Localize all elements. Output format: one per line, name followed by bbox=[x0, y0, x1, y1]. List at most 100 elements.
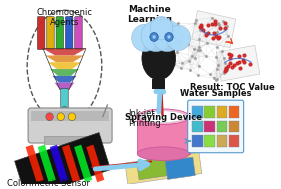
Point bbox=[167, 31, 172, 34]
Point bbox=[164, 25, 169, 28]
Point bbox=[226, 65, 231, 68]
Polygon shape bbox=[216, 45, 260, 81]
Point bbox=[222, 57, 226, 60]
Point bbox=[201, 29, 206, 32]
Point bbox=[197, 64, 201, 67]
Point bbox=[228, 61, 233, 64]
Point bbox=[180, 61, 185, 64]
Point bbox=[216, 22, 220, 25]
Ellipse shape bbox=[137, 109, 189, 125]
Point bbox=[215, 78, 219, 81]
Polygon shape bbox=[50, 69, 79, 76]
FancyBboxPatch shape bbox=[61, 88, 68, 108]
Circle shape bbox=[46, 113, 53, 121]
Polygon shape bbox=[125, 152, 202, 184]
Polygon shape bbox=[38, 145, 56, 182]
Circle shape bbox=[68, 113, 76, 121]
Point bbox=[166, 34, 171, 37]
Polygon shape bbox=[52, 76, 77, 83]
Bar bbox=[205, 135, 215, 147]
Polygon shape bbox=[45, 55, 84, 62]
Point bbox=[162, 30, 166, 33]
Point bbox=[235, 61, 239, 64]
FancyBboxPatch shape bbox=[37, 16, 45, 50]
Bar bbox=[192, 106, 203, 118]
Point bbox=[220, 50, 224, 53]
Point bbox=[192, 22, 197, 25]
Point bbox=[241, 58, 246, 61]
Text: Spraying Device: Spraying Device bbox=[125, 113, 202, 122]
Text: Result: TOC Value: Result: TOC Value bbox=[190, 83, 275, 92]
Point bbox=[210, 16, 214, 19]
Circle shape bbox=[165, 33, 173, 41]
Point bbox=[224, 67, 228, 70]
Point bbox=[195, 74, 200, 77]
Point bbox=[198, 28, 203, 31]
Polygon shape bbox=[26, 145, 44, 182]
Bar bbox=[229, 106, 239, 118]
Point bbox=[214, 34, 219, 37]
Point bbox=[223, 62, 227, 65]
Point bbox=[167, 25, 172, 28]
Polygon shape bbox=[74, 145, 92, 182]
Text: Chromogenic
Agents: Chromogenic Agents bbox=[37, 8, 92, 27]
Point bbox=[237, 54, 242, 57]
FancyBboxPatch shape bbox=[28, 108, 112, 143]
Point bbox=[214, 68, 219, 71]
Circle shape bbox=[166, 25, 191, 51]
Point bbox=[232, 63, 236, 66]
Point bbox=[197, 48, 202, 51]
Point bbox=[181, 34, 185, 37]
Point bbox=[225, 25, 229, 28]
Point bbox=[186, 35, 190, 38]
Point bbox=[226, 53, 231, 56]
Point bbox=[214, 79, 218, 82]
Point bbox=[226, 35, 230, 38]
Point bbox=[197, 46, 201, 49]
Polygon shape bbox=[137, 157, 171, 180]
Polygon shape bbox=[62, 145, 80, 182]
FancyBboxPatch shape bbox=[47, 16, 54, 50]
Point bbox=[230, 65, 235, 68]
Point bbox=[211, 77, 216, 80]
Point bbox=[166, 28, 171, 31]
Circle shape bbox=[150, 16, 173, 40]
Point bbox=[213, 20, 218, 23]
Point bbox=[197, 38, 202, 41]
Point bbox=[217, 26, 222, 29]
Point bbox=[192, 48, 196, 51]
Bar bbox=[229, 121, 239, 132]
Bar bbox=[205, 121, 215, 132]
Point bbox=[236, 61, 241, 64]
Bar bbox=[192, 135, 203, 147]
Point bbox=[229, 53, 233, 56]
Point bbox=[224, 67, 228, 70]
Point bbox=[221, 20, 225, 23]
FancyBboxPatch shape bbox=[65, 16, 73, 50]
Polygon shape bbox=[165, 157, 195, 180]
Ellipse shape bbox=[142, 37, 176, 80]
Ellipse shape bbox=[62, 107, 67, 113]
Point bbox=[242, 53, 246, 57]
Point bbox=[210, 22, 214, 25]
Point bbox=[205, 31, 210, 34]
FancyBboxPatch shape bbox=[75, 16, 82, 50]
Bar bbox=[44, 136, 96, 144]
Point bbox=[198, 25, 203, 28]
Point bbox=[198, 26, 203, 29]
Point bbox=[215, 30, 220, 33]
Polygon shape bbox=[55, 83, 74, 90]
Point bbox=[189, 54, 194, 57]
FancyBboxPatch shape bbox=[188, 100, 244, 153]
Polygon shape bbox=[15, 133, 110, 189]
Circle shape bbox=[132, 24, 158, 52]
Point bbox=[193, 18, 198, 21]
Text: Ink-jet
Printing: Ink-jet Printing bbox=[128, 109, 160, 128]
Polygon shape bbox=[192, 11, 236, 48]
Point bbox=[216, 37, 220, 40]
Bar bbox=[137, 117, 189, 154]
Point bbox=[162, 61, 166, 64]
Bar bbox=[217, 135, 227, 147]
Point bbox=[196, 49, 200, 52]
Point bbox=[206, 23, 210, 26]
